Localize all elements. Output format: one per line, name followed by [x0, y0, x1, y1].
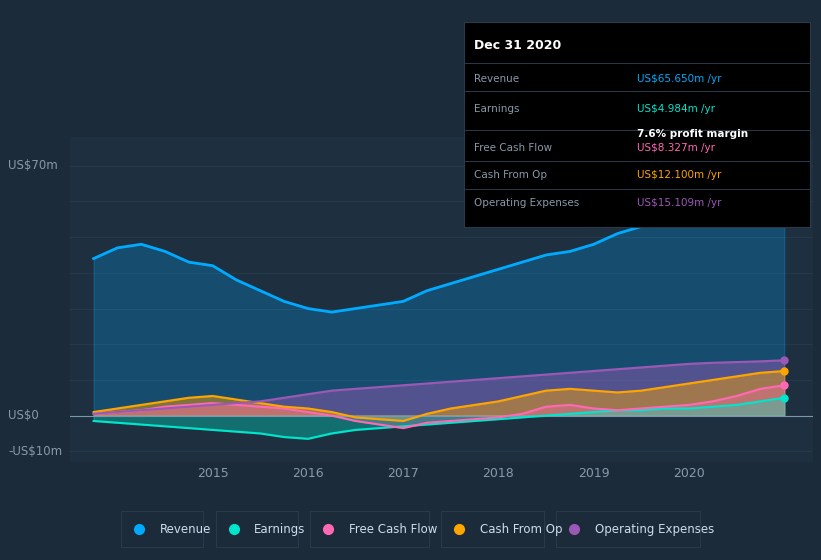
Text: Operating Expenses: Operating Expenses — [594, 522, 714, 536]
Text: Dec 31 2020: Dec 31 2020 — [475, 39, 562, 52]
Text: Earnings: Earnings — [255, 522, 305, 536]
Text: Operating Expenses: Operating Expenses — [475, 198, 580, 208]
Text: -US$10m: -US$10m — [8, 445, 62, 458]
Text: 7.6% profit margin: 7.6% profit margin — [637, 129, 748, 139]
Text: Free Cash Flow: Free Cash Flow — [349, 522, 437, 536]
Text: Earnings: Earnings — [475, 104, 520, 114]
Text: US$65.650m /yr: US$65.650m /yr — [637, 73, 722, 83]
Text: US$70m: US$70m — [8, 159, 58, 172]
Text: US$4.984m /yr: US$4.984m /yr — [637, 104, 715, 114]
Text: Free Cash Flow: Free Cash Flow — [475, 143, 553, 153]
Text: Cash From Op: Cash From Op — [479, 522, 562, 536]
Text: Cash From Op: Cash From Op — [475, 170, 548, 180]
Text: US$8.327m /yr: US$8.327m /yr — [637, 143, 715, 153]
Text: US$15.109m /yr: US$15.109m /yr — [637, 198, 722, 208]
Text: Revenue: Revenue — [475, 73, 520, 83]
Text: US$12.100m /yr: US$12.100m /yr — [637, 170, 722, 180]
Text: Revenue: Revenue — [159, 522, 211, 536]
Text: US$0: US$0 — [8, 409, 39, 422]
